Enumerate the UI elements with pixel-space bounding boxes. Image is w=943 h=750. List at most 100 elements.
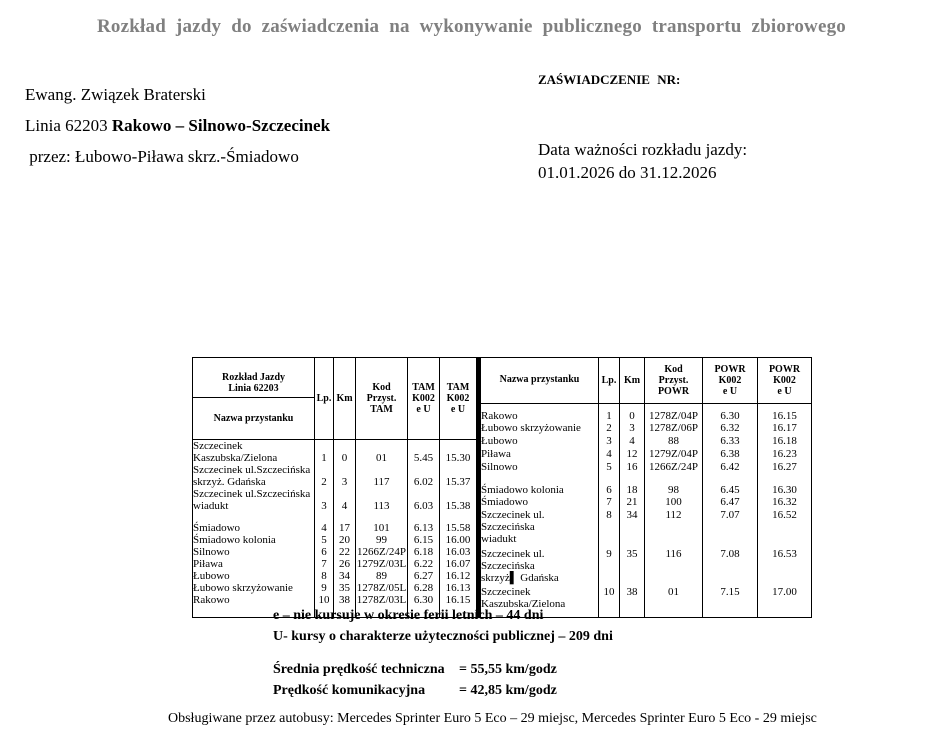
spacer-cell (439, 512, 477, 522)
spacer-cell (598, 473, 620, 484)
spacer-row (193, 512, 477, 522)
value-cell: 7 (314, 558, 334, 570)
value-cell: 1 (598, 409, 620, 423)
value-cell: 6.15 (407, 534, 440, 546)
value-cell: 9 (598, 547, 620, 587)
value-cell: 112 (644, 509, 703, 548)
timetable-powr-body: Rakowo 1 0 1278Z/04P 6.30 16.15 Łubowo skrzyżo… (481, 403, 812, 617)
table-row: Szczecinek ul.Szczecińska skrzyż. Gdańsk… (193, 464, 477, 488)
value-cell: 35 (619, 547, 645, 587)
value-cell: 1278Z/04P (644, 409, 703, 423)
validity-dates: 01.01.2026 do 31.12.2026 (538, 163, 717, 182)
value-cell: 16.17 (757, 422, 812, 436)
value-cell: 6 (314, 546, 334, 558)
value-cell: 34 (619, 509, 645, 548)
timetable-powr-direction: Nazwa przystanku Lp. Km Kod Przyst. POWR… (480, 357, 812, 618)
table-row: Rakowo 1 0 1278Z/04P 6.30 16.15 (481, 409, 812, 423)
value-cell: 98 (644, 483, 703, 497)
value-cell: 6.28 (407, 582, 440, 594)
col-header-tam-2: TAM K002 e U (439, 357, 477, 440)
value-cell: 1 (314, 439, 334, 464)
spacer-row (481, 403, 812, 410)
value-cell: 16.15 (439, 594, 477, 606)
stop-name-cell: Szczecinek ul. Szczecińska wiadukt (481, 509, 545, 546)
value-cell: 6.22 (407, 558, 440, 570)
value-cell: 16.13 (439, 582, 477, 594)
spacer-cell (644, 612, 703, 617)
value-cell: 8 (598, 509, 620, 548)
table-row: Silnowo 5 16 1266Z/24P 6.42 16.27 (481, 460, 812, 474)
spacer-cell (702, 473, 758, 484)
stop-name-cell: Śmiadowo kolonia (481, 483, 564, 496)
table-row: Piława 4 12 1279Z/04P 6.38 16.23 (481, 447, 812, 461)
table-title: Rozkład Jazdy Linia 62203 (193, 369, 314, 398)
certificate-number-label: ZAŚWIADCZENIE NR: (538, 72, 681, 87)
value-cell: 100 (644, 496, 703, 510)
table-row: Śmiadowo 7 21 100 6.47 16.32 (481, 496, 812, 510)
stop-name-cell: Łubowo skrzyżowanie (193, 582, 293, 594)
value-cell: 6.32 (702, 422, 758, 436)
stop-name-cell: Szczecinek ul.Szczecińska skrzyż. Gdańsk… (193, 464, 311, 488)
technical-speed-label: Średnia prędkość techniczna (273, 662, 445, 677)
value-cell: 16.53 (757, 547, 812, 587)
value-cell: 6 (598, 483, 620, 497)
value-cell: 6.30 (702, 409, 758, 423)
value-cell: 6.18 (407, 546, 440, 558)
value-cell: 16.00 (439, 534, 477, 546)
stop-name-header: Nazwa przystanku (499, 374, 580, 385)
value-cell: 22 (333, 546, 356, 558)
technical-speed-value: = 55,55 km/godz (459, 662, 557, 677)
col-header-powr-1: POWR K002 e U (702, 357, 758, 404)
value-cell: 6.47 (702, 496, 758, 510)
validity-label: Data ważności rozkładu jazdy: (538, 140, 748, 159)
communication-speed-label: Prędkość komunikacyjna (273, 683, 426, 698)
col-header-km: Km (619, 357, 645, 404)
timetable-tam-direction: Rozkład Jazdy Linia 62203 Nazwa przystan… (192, 357, 477, 618)
speed-notes: Średnia prędkość techniczna = 55,55 km/go… (273, 659, 557, 701)
value-cell: 10 (314, 594, 334, 606)
spacer-row (193, 606, 477, 617)
value-cell: 4 (314, 522, 334, 534)
spacer-cell (355, 512, 408, 522)
value-cell: 116 (644, 547, 703, 587)
legend-note-e: e – nie kursuje w okresie ferii letnich … (273, 608, 544, 623)
value-cell: 1278Z/06P (644, 422, 703, 436)
stop-name-cell: Łubowo (193, 570, 230, 582)
value-cell: 15.37 (439, 464, 477, 488)
table-row: Silnowo 6 22 1266Z/24P 6.18 16.03 (193, 546, 477, 558)
col-header-tam-1: TAM K002 e U (407, 357, 440, 440)
value-cell: 15.38 (439, 488, 477, 512)
value-cell: 38 (333, 594, 356, 606)
stop-name-cell: Szczecinek Kaszubska/Zielona (193, 440, 278, 464)
stop-name-cell: Łubowo skrzyżowanie (481, 422, 581, 435)
stop-name-cell: Rakowo (193, 594, 230, 606)
value-cell: 9 (314, 582, 334, 594)
operator-name: Ewang. Związek Braterski (25, 85, 206, 104)
spacer-cell (314, 606, 334, 617)
value-cell: 7 (598, 496, 620, 510)
vehicles-footer: Obsługiwane przez autobusy: Mercedes Spr… (168, 711, 817, 726)
spacer-row (481, 612, 812, 617)
line-number-label: Linia 62203 (25, 116, 112, 135)
stop-name-cell: Rakowo (481, 409, 518, 422)
value-cell: 16.27 (757, 460, 812, 474)
value-cell: 01 (355, 439, 408, 464)
value-cell: 4 (598, 447, 620, 461)
value-cell: 34 (333, 570, 356, 582)
value-cell: 4 (333, 488, 356, 512)
value-cell: 0 (333, 439, 356, 464)
value-cell: 2 (314, 464, 334, 488)
header-row: Nazwa przystanku Lp. Km Kod Przyst. POWR… (480, 357, 812, 404)
spacer-cell (333, 512, 356, 522)
stop-name-cell: Silnowo (193, 546, 230, 558)
value-cell: 89 (355, 570, 408, 582)
value-cell: 3 (598, 435, 620, 448)
corner-header: Rozkład Jazdy Linia 62203 Nazwa przystan… (192, 357, 315, 440)
value-cell: 101 (355, 522, 408, 534)
value-cell: 16.52 (757, 509, 812, 548)
corner-header: Nazwa przystanku (480, 357, 599, 404)
value-cell: 38 (619, 586, 645, 612)
value-cell: 10 (598, 586, 620, 612)
value-cell: 15.30 (439, 439, 477, 464)
value-cell: 5.45 (407, 439, 440, 464)
